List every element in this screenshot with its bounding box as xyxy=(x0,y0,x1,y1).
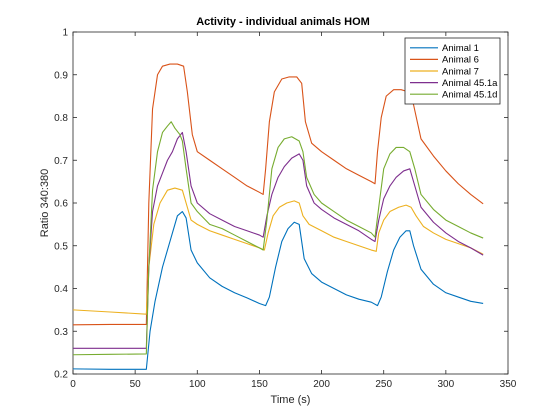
legend-label: Animal 1 xyxy=(442,43,479,54)
series-line-animal-45-1d xyxy=(72,121,484,356)
x-tick-label: 200 xyxy=(313,379,330,390)
legend-label: Animal 7 xyxy=(442,66,479,77)
y-tick-label: 0.2 xyxy=(54,370,68,381)
legend-label: Animal 6 xyxy=(442,55,479,66)
axes-layer: 0 50 100 150 200 250 300 350 0.2 0.3 0.4 0.5 0.6 0.7 0… xyxy=(54,28,517,391)
y-tick-label: 0.6 xyxy=(54,199,68,210)
chart-title: Activity - individual animals HOM xyxy=(196,16,370,28)
y-tick-label: 0.3 xyxy=(54,327,68,338)
x-tick-label: 50 xyxy=(130,379,142,390)
legend-label: Animal 45.1a xyxy=(442,78,498,89)
series-line-animal-1 xyxy=(72,211,484,370)
y-tick-label: 0.5 xyxy=(54,241,68,252)
x-tick-label: 250 xyxy=(375,379,392,390)
series-line-animal-45-1a xyxy=(73,131,484,349)
y-tick-label: 0.9 xyxy=(54,70,68,81)
y-tick-label: 0.8 xyxy=(54,113,68,124)
y-tick-label: 0.4 xyxy=(54,284,68,295)
series-line-animal-6 xyxy=(72,63,484,326)
series-line-animal-7 xyxy=(72,187,484,315)
x-tick-label: 350 xyxy=(500,379,517,390)
y-axis-label: Ratio 340:380 xyxy=(39,169,51,238)
x-axis-label: Time (s) xyxy=(271,394,311,406)
x-tick-label: 300 xyxy=(438,379,455,390)
series-layer xyxy=(72,63,484,370)
x-tick-label: 150 xyxy=(251,379,268,390)
x-tick-label: 0 xyxy=(70,379,76,390)
legend-label: Animal 45.1d xyxy=(442,90,497,101)
x-tick-label: 100 xyxy=(189,379,206,390)
y-tick-label: 0.7 xyxy=(54,156,68,167)
y-tick-label: 1 xyxy=(62,28,68,39)
